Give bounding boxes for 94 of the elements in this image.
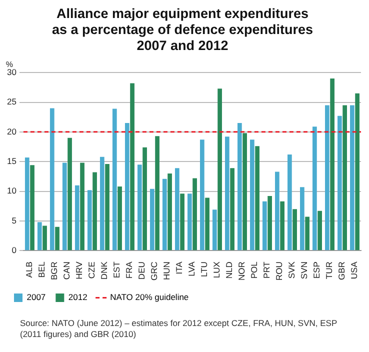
bar <box>92 172 97 250</box>
bar <box>224 136 230 250</box>
x-tick-label: SVK <box>286 261 297 279</box>
bar <box>68 138 72 250</box>
bar <box>292 209 297 250</box>
bar <box>137 164 142 250</box>
y-tick-label: 0 <box>12 244 17 255</box>
bar <box>200 140 204 250</box>
x-tick-label: POL <box>249 261 260 279</box>
y-tick-label: 15 <box>6 156 17 166</box>
y-tick-label: 30 <box>6 66 17 77</box>
y-tick-label: 5 <box>12 215 17 226</box>
x-tick-label: FRA <box>124 261 134 279</box>
bar <box>168 173 172 250</box>
bar <box>105 164 110 250</box>
bar <box>250 140 254 250</box>
x-tick-label: LVA <box>186 261 197 276</box>
chart-title: Alliance major equipment expenditures as a percentage of defence expenditures 2007 and 2012 <box>52 6 314 54</box>
x-tick-label: ITA <box>174 261 184 274</box>
bar <box>192 178 197 250</box>
bar <box>150 188 154 250</box>
bar <box>24 157 30 250</box>
x-tick-label: ESP <box>312 261 322 279</box>
x-tick-label: ALB <box>24 261 34 278</box>
bar <box>130 83 134 250</box>
bar <box>100 156 104 250</box>
bar <box>142 147 147 250</box>
x-tick-label: SVN <box>299 262 310 280</box>
bar <box>42 226 47 250</box>
bar <box>255 146 260 250</box>
bar <box>280 201 284 250</box>
bar <box>268 196 272 250</box>
x-tick-label: HRV <box>74 261 84 280</box>
bar <box>118 186 122 250</box>
x-tick-label: DNK <box>99 261 110 280</box>
bar <box>355 93 360 250</box>
bar <box>155 136 160 250</box>
bar <box>87 190 92 250</box>
bar <box>288 154 292 250</box>
x-tick-label: NOR <box>236 262 247 280</box>
bar <box>62 162 67 250</box>
bar <box>124 123 130 250</box>
x-tick-label: TUR <box>324 262 334 280</box>
bar <box>212 210 217 250</box>
x-tick-label: EST <box>112 262 122 278</box>
x-tick-label: BEL <box>36 261 47 278</box>
x-tick-label: CAN <box>62 262 72 280</box>
legend-label: NATO 20% guideline <box>110 292 189 302</box>
bar <box>80 162 84 250</box>
x-tick-label: HUN <box>162 262 172 280</box>
bar <box>187 194 192 250</box>
bar <box>342 105 347 250</box>
bar <box>180 194 184 250</box>
x-tick-label: PRT <box>262 262 272 278</box>
bar <box>325 105 330 250</box>
x-tick-label: USA <box>349 261 360 280</box>
y-tick-label: 20 <box>6 126 17 136</box>
bar <box>162 178 167 250</box>
x-tick-label: BGR <box>49 262 60 280</box>
bar <box>37 222 42 250</box>
bar <box>262 201 267 250</box>
bar <box>55 226 60 250</box>
y-tick-label: 25 <box>6 96 17 107</box>
x-tick-label: NLD <box>224 262 234 279</box>
x-tick-label: LUX <box>212 261 222 278</box>
bar <box>300 187 304 250</box>
bar <box>305 216 310 250</box>
y-axis-title: % <box>6 60 14 69</box>
bar <box>218 88 222 250</box>
bar <box>237 123 242 250</box>
x-tick-label: ROU <box>274 262 284 280</box>
x-tick-label: GBR <box>336 262 347 280</box>
bar <box>30 165 34 250</box>
bar <box>338 116 342 250</box>
x-tick-label: GRC <box>149 262 160 280</box>
bar <box>174 168 180 250</box>
legend-label: 2007 <box>26 292 46 302</box>
source-note: Source: NATO (June 2012) – estimates for 2012 except CZE, FRA, HUN, SVN, ESP (2011 figures) and GBR (2010) <box>20 318 338 340</box>
bar <box>112 108 117 250</box>
bar <box>74 185 80 250</box>
bar <box>275 172 280 250</box>
bar <box>330 78 334 250</box>
x-tick-label: CZE <box>86 261 97 279</box>
bar <box>50 108 54 250</box>
y-tick-label: 10 <box>6 186 17 196</box>
bar <box>318 210 322 250</box>
x-tick-label: LTU <box>199 262 210 278</box>
bar <box>312 126 317 250</box>
bar <box>205 198 210 250</box>
bar <box>242 133 247 250</box>
x-tick-label: DEU <box>136 262 147 280</box>
legend-label: 2012 <box>68 292 88 302</box>
bar <box>350 105 354 250</box>
bar <box>230 168 234 250</box>
